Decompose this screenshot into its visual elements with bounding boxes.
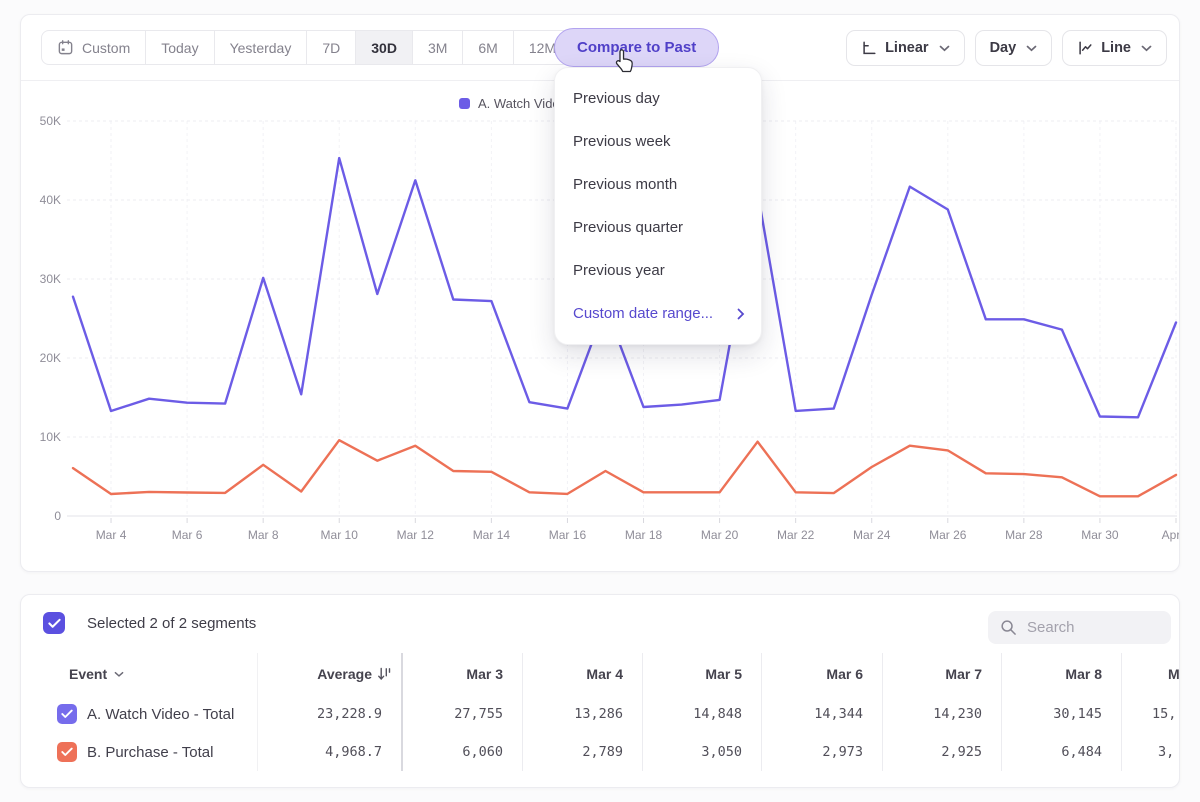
compare-to-past-button[interactable]: Compare to Past [554, 28, 719, 67]
svg-text:40K: 40K [40, 193, 61, 207]
menu-item-custom-date-range[interactable]: Custom date range... [555, 292, 761, 335]
event-column-header[interactable]: Event [21, 653, 257, 695]
svg-text:Mar 12: Mar 12 [397, 528, 435, 542]
sort-descending-icon [378, 667, 391, 681]
preset-today[interactable]: Today [146, 31, 214, 64]
value-cell: 14,230 [882, 695, 1001, 733]
event-label: A. Watch Video - Total [87, 706, 234, 723]
menu-item-previous-week[interactable]: Previous week [555, 120, 761, 163]
search-icon [1000, 619, 1017, 636]
menu-item-previous-quarter[interactable]: Previous quarter [555, 206, 761, 249]
svg-text:50K: 50K [40, 114, 61, 128]
svg-text:Mar 26: Mar 26 [929, 528, 967, 542]
select-all-checkbox[interactable] [43, 612, 65, 634]
event-label: B. Purchase - Total [87, 744, 213, 761]
chevron-down-icon [114, 671, 124, 678]
value-cell: 2,925 [882, 733, 1001, 771]
svg-text:30K: 30K [40, 272, 61, 286]
table-row-watch-video: A. Watch Video - Total 23,228.9 27,755 1… [21, 695, 1179, 733]
preset-30d-active[interactable]: 30D [356, 31, 413, 64]
menu-item-previous-month[interactable]: Previous month [555, 163, 761, 206]
value-cell-clipped: 15, [1121, 695, 1179, 733]
chart-type-dropdown-button[interactable]: Line [1062, 30, 1167, 66]
svg-text:Mar 16: Mar 16 [549, 528, 587, 542]
svg-text:Mar 28: Mar 28 [1005, 528, 1043, 542]
svg-text:Mar 4: Mar 4 [96, 528, 127, 542]
value-cell: 6,060 [401, 733, 522, 771]
table-header-row: Event Average Mar 3 Mar 4 Mar 5 Mar 6 Ma… [21, 653, 1179, 695]
date-header[interactable]: Mar 7 [882, 653, 1001, 695]
check-icon [48, 618, 61, 629]
date-header[interactable]: Mar 8 [1001, 653, 1121, 695]
preset-custom[interactable]: Custom [42, 31, 146, 64]
chevron-down-icon [1141, 45, 1152, 52]
check-icon [61, 709, 73, 719]
row-checkbox-purchase[interactable] [57, 742, 77, 762]
value-cell: 14,848 [642, 695, 761, 733]
date-header[interactable]: Mar 4 [522, 653, 642, 695]
value-cell: 30,145 [1001, 695, 1121, 733]
chevron-down-icon [1026, 45, 1037, 52]
svg-text:Mar 10: Mar 10 [321, 528, 359, 542]
svg-text:Mar 8: Mar 8 [248, 528, 279, 542]
average-value: 4,968.7 [257, 733, 401, 771]
svg-text:Apr 1: Apr 1 [1162, 528, 1179, 542]
events-table: Event Average Mar 3 Mar 4 Mar 5 Mar 6 Ma… [21, 653, 1179, 771]
value-cell: 13,286 [522, 695, 642, 733]
date-header[interactable]: Mar 3 [401, 653, 522, 695]
segments-table-card: Selected 2 of 2 segments Search Event Av… [20, 594, 1180, 788]
svg-text:10K: 10K [40, 430, 61, 444]
table-row-purchase: B. Purchase - Total 4,968.7 6,060 2,789 … [21, 733, 1179, 771]
chevron-down-icon [939, 45, 950, 52]
linear-axis-icon [861, 40, 877, 56]
svg-text:Mar 18: Mar 18 [625, 528, 663, 542]
svg-text:Mar 24: Mar 24 [853, 528, 891, 542]
value-cell: 2,973 [761, 733, 882, 771]
segments-selected-row: Selected 2 of 2 segments [43, 612, 256, 634]
selected-count-label: Selected 2 of 2 segments [87, 615, 256, 632]
svg-text:Mar 22: Mar 22 [777, 528, 815, 542]
row-checkbox-watch-video[interactable] [57, 704, 77, 724]
date-range-segmented-control: Custom Today Yesterday 7D 30D 3M 6M 12M [41, 30, 572, 65]
check-icon [61, 747, 73, 757]
average-column-header[interactable]: Average [257, 653, 401, 695]
value-cell: 14,344 [761, 695, 882, 733]
interval-dropdown-button[interactable]: Day [975, 30, 1053, 66]
compare-to-past-menu: Previous day Previous week Previous mont… [554, 67, 762, 345]
search-placeholder: Search [1027, 619, 1075, 636]
chevron-right-icon [737, 308, 745, 320]
event-cell: A. Watch Video - Total [21, 695, 257, 733]
svg-text:Mar 20: Mar 20 [701, 528, 739, 542]
svg-text:0: 0 [54, 509, 61, 523]
preset-label: Custom [82, 40, 130, 56]
svg-text:Mar 6: Mar 6 [172, 528, 203, 542]
search-input[interactable]: Search [988, 611, 1171, 644]
calendar-icon [57, 39, 74, 56]
average-value: 23,228.9 [257, 695, 401, 733]
preset-yesterday[interactable]: Yesterday [215, 31, 308, 64]
svg-text:Mar 30: Mar 30 [1081, 528, 1119, 542]
date-header-clipped[interactable]: M [1121, 653, 1180, 695]
preset-3m[interactable]: 3M [413, 31, 463, 64]
date-header[interactable]: Mar 5 [642, 653, 761, 695]
line-chart-icon [1077, 40, 1093, 56]
menu-item-previous-day[interactable]: Previous day [555, 77, 761, 120]
scale-dropdown-button[interactable]: Linear [846, 30, 965, 66]
value-cell: 2,789 [522, 733, 642, 771]
value-cell: 27,755 [401, 695, 522, 733]
preset-6m[interactable]: 6M [463, 31, 513, 64]
event-cell: B. Purchase - Total [21, 733, 257, 771]
value-cell: 6,484 [1001, 733, 1121, 771]
preset-7d[interactable]: 7D [307, 31, 356, 64]
svg-text:Mar 14: Mar 14 [473, 528, 511, 542]
date-header[interactable]: Mar 6 [761, 653, 882, 695]
menu-item-previous-year[interactable]: Previous year [555, 249, 761, 292]
chart-option-buttons: Linear Day Line [846, 30, 1167, 66]
value-cell-clipped: 3, [1121, 733, 1179, 771]
value-cell: 3,050 [642, 733, 761, 771]
svg-text:20K: 20K [40, 351, 61, 365]
chart-card: Custom Today Yesterday 7D 30D 3M 6M 12M … [20, 14, 1180, 572]
